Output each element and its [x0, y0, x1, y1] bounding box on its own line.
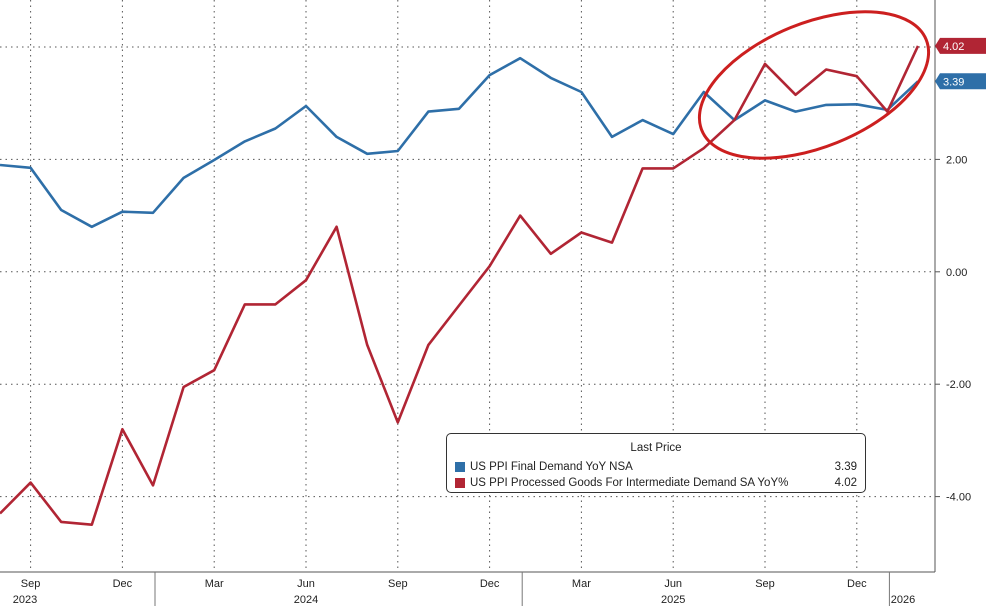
grid-lines — [0, 0, 935, 572]
x-tick-label: Sep — [388, 578, 408, 590]
badge-final-demand: 3.39 — [935, 73, 986, 90]
x-tick-label: Mar — [572, 578, 591, 590]
x-year-label: 2025 — [661, 594, 685, 606]
legend-entry-value: 3.39 — [834, 461, 857, 473]
y-tick-label: -2.00 — [946, 379, 971, 391]
x-tick-label: Jun — [297, 578, 315, 590]
x-year-label: 2023 — [13, 594, 37, 606]
legend-entry-final-demand: US PPI Final Demand YoY NSA 3.39 — [455, 459, 857, 475]
y-tick-label: 2.00 — [946, 154, 967, 166]
badge-shape — [935, 73, 986, 90]
legend-entry-name: US PPI Final Demand YoY NSA — [470, 461, 633, 473]
y-tick-label: 0.00 — [946, 267, 967, 279]
annotation-ellipse — [697, 10, 931, 160]
x-tick-label: Dec — [113, 578, 133, 590]
badge-value: 3.39 — [943, 76, 964, 88]
x-year-label: 2026 — [891, 594, 915, 606]
legend-entry-processed-goods: US PPI Processed Goods For Intermediate … — [455, 475, 857, 491]
legend-entry-value: 4.02 — [834, 477, 857, 489]
series-lines — [0, 45, 920, 527]
x-tick-label: Mar — [205, 578, 224, 590]
badge-processed-goods: 4.02 — [935, 37, 986, 54]
legend-swatch-red — [455, 478, 465, 488]
x-tick-label: Dec — [480, 578, 500, 590]
x-tick-label: Jun — [664, 578, 682, 590]
series-line-processed-goods — [0, 45, 920, 527]
legend-entry-name: US PPI Processed Goods For Intermediate … — [470, 477, 789, 489]
x-tick-label: Sep — [755, 578, 775, 590]
badge-shape — [935, 37, 986, 54]
x-tick-label: Dec — [847, 578, 867, 590]
legend-swatch-blue — [455, 462, 465, 472]
legend-title: Last Price — [630, 442, 682, 454]
legend-box: Last Price US PPI Final Demand YoY NSA 3… — [446, 433, 866, 493]
last-price-badges: 3.39 4.02 — [935, 37, 986, 90]
x-year-label: 2024 — [294, 594, 318, 606]
x-tick-label: Sep — [21, 578, 41, 590]
y-tick-label: -4.00 — [946, 492, 971, 504]
series-line-final-demand — [0, 56, 919, 229]
annotation-layer — [697, 10, 931, 160]
badge-value: 4.02 — [943, 41, 964, 53]
